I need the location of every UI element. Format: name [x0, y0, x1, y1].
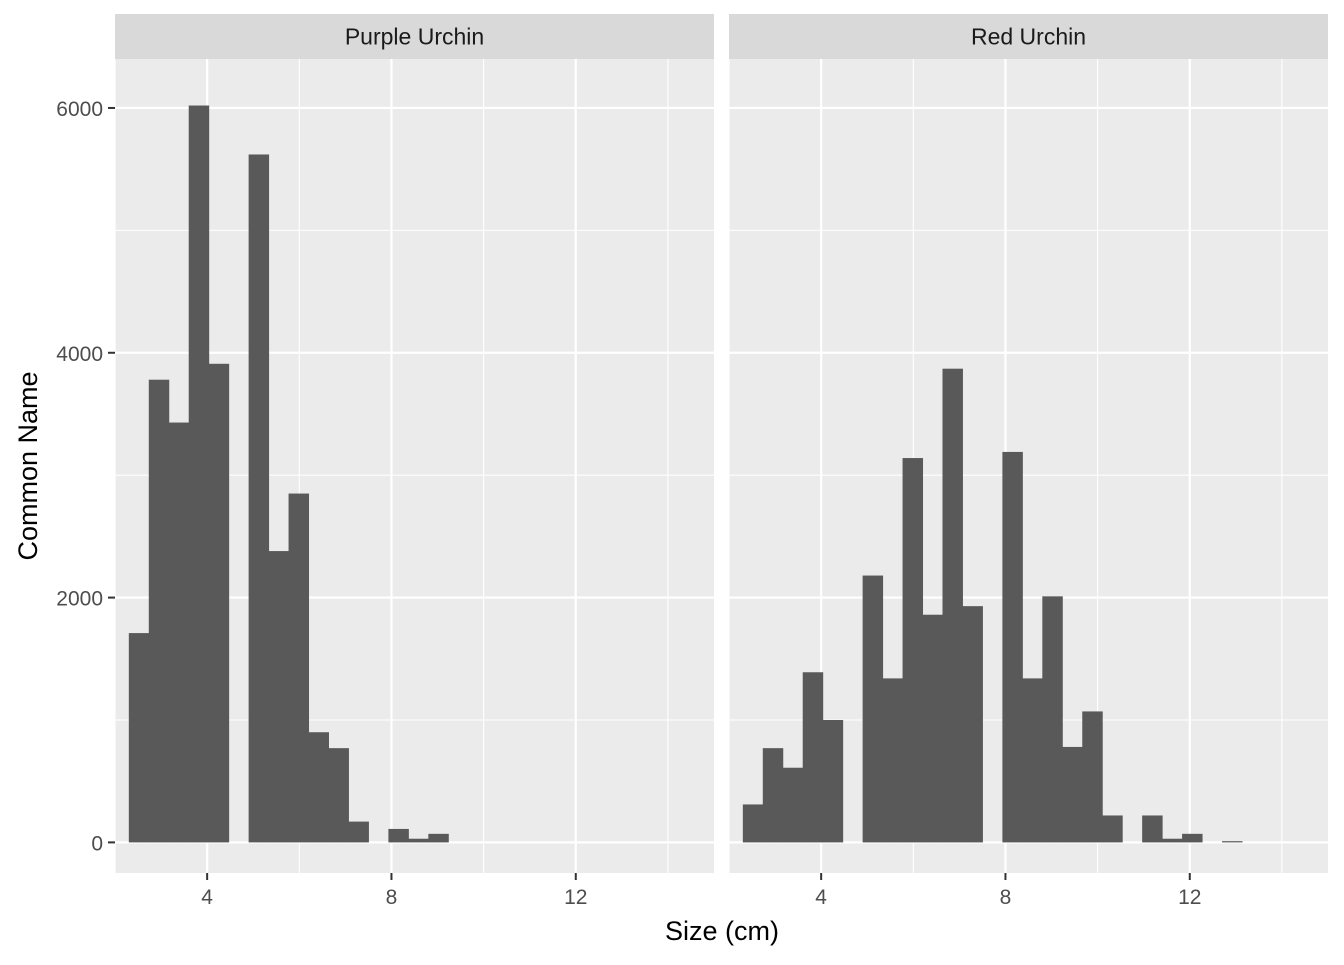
histogram-bar: [942, 368, 963, 843]
histogram-bar: [128, 633, 150, 843]
histogram-bar: [428, 833, 449, 843]
histogram-bar: [922, 614, 943, 843]
x-tick-label: 12: [564, 886, 587, 909]
histogram-bar: [742, 804, 764, 843]
x-tick-label: 4: [815, 886, 827, 909]
histogram-bar: [1042, 596, 1063, 843]
histogram-bar: [408, 838, 429, 843]
facet-strip-label: Red Urchin: [971, 24, 1086, 50]
y-tick-label: 6000: [56, 98, 103, 121]
histogram-bar: [902, 458, 924, 843]
x-tick-label: 4: [201, 886, 213, 909]
histogram-bar: [1102, 815, 1123, 843]
histogram-bar: [208, 363, 230, 843]
histogram-bar: [862, 575, 884, 843]
y-tick-label: 2000: [56, 588, 103, 611]
histogram-bar: [962, 606, 983, 843]
histogram-bar: [308, 732, 329, 843]
histogram-bar: [1002, 451, 1023, 843]
histogram-bar: [388, 828, 409, 843]
histogram-bar: [288, 493, 310, 843]
y-tick-label: 0: [91, 832, 103, 855]
y-axis: 0 2000 4000 6000: [56, 98, 115, 855]
x-axis-title: Size (cm): [665, 916, 779, 946]
histogram-bar: [168, 422, 190, 843]
histogram-bar: [148, 379, 170, 843]
histogram-bar: [328, 748, 349, 843]
facet-panel-1: Red Urchin 4 8 12: [728, 14, 1328, 909]
facet-strip-label: Purple Urchin: [345, 24, 484, 50]
x-tick-label: 8: [386, 886, 398, 909]
x-tick-label: 12: [1178, 886, 1201, 909]
histogram-bar: [782, 767, 804, 843]
facet-strip: [115, 14, 714, 59]
histogram-bar: [1142, 815, 1163, 843]
histogram-bar: [1162, 838, 1183, 843]
histogram-bar: [1182, 833, 1203, 843]
facet-panel-0: Purple Urchin 4 8 12: [114, 14, 714, 909]
histogram-bar: [822, 719, 844, 843]
histogram-bar: [802, 672, 824, 843]
histogram-bar: [1022, 678, 1043, 843]
y-tick-label: 4000: [56, 343, 103, 366]
histogram-bar: [1062, 746, 1083, 843]
histogram-bar: [1222, 841, 1243, 843]
histogram-bar: [348, 821, 369, 843]
histogram-bar: [268, 551, 290, 843]
histogram-bar: [882, 678, 904, 843]
histogram-bar: [188, 105, 210, 843]
histogram-bar: [762, 748, 784, 843]
y-axis-title: Common Name: [13, 371, 43, 560]
histogram-bar: [1082, 711, 1103, 843]
x-tick-label: 8: [1000, 886, 1012, 909]
facet-panels: Purple Urchin 4 8 12 Red Urchin 4 8 12: [114, 14, 1328, 909]
facet-strip: [729, 14, 1328, 59]
histogram-bar: [248, 154, 270, 843]
